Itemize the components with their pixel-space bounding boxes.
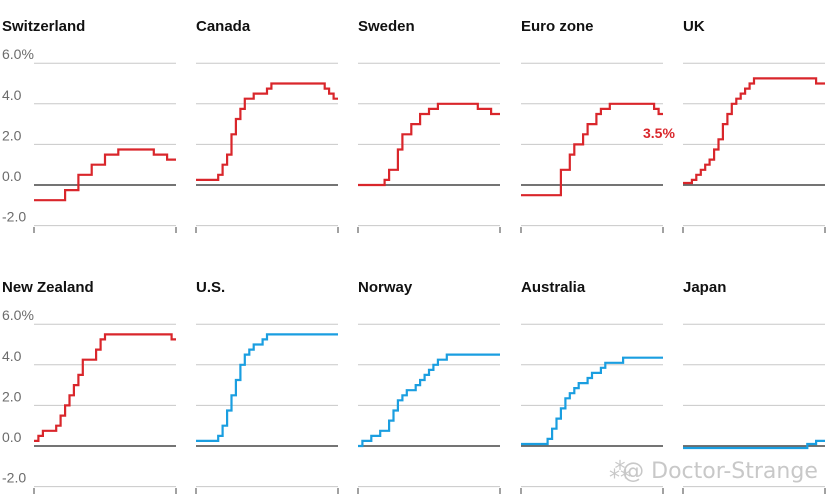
series-line-canada xyxy=(196,82,338,181)
panel-norway: Norway xyxy=(357,279,501,494)
series-line-uk xyxy=(683,77,825,185)
y-tick-label: 2.0 xyxy=(2,127,22,143)
y-tick-label: 0.0 xyxy=(2,429,22,445)
y-tick-label: 4.0 xyxy=(2,87,22,103)
panel-switzerland: Switzerland -2.0 0.0 2.0 4.0 6.0% xyxy=(2,18,177,233)
panels-layer: Switzerland -2.0 0.0 2.0 4.0 6.0% Canada Sweden… xyxy=(2,18,826,494)
series-line-japan xyxy=(683,439,825,450)
panel-new-zealand: New Zealand -2.0 0.0 2.0 4.0 6.0% xyxy=(2,279,177,494)
y-tick-label: 4.0 xyxy=(2,348,22,364)
y-tick-label: 6.0% xyxy=(2,307,34,323)
panel-title: Norway xyxy=(358,279,413,296)
watermark-logo-icon: ⁂ xyxy=(609,459,631,484)
panel-canada: Canada xyxy=(195,18,339,233)
panel-title: U.S. xyxy=(196,279,225,296)
series-line-norway xyxy=(358,353,500,448)
panel-title: Japan xyxy=(683,279,726,296)
panel-title: UK xyxy=(683,18,705,35)
y-tick-label: 6.0% xyxy=(2,46,34,62)
series-line-u-s xyxy=(196,333,338,442)
series-line-new-zealand xyxy=(34,333,176,442)
series-line-sweden xyxy=(358,102,500,187)
y-tick-label: -2.0 xyxy=(2,209,26,225)
series-line-euro-zone xyxy=(521,102,663,197)
panel-euro-zone: Euro zone 3.5% xyxy=(520,18,675,233)
y-tick-label: 2.0 xyxy=(2,388,22,404)
watermark-text: @ Doctor-Strange xyxy=(622,459,818,484)
series-line-switzerland xyxy=(34,148,176,202)
panel-title: Sweden xyxy=(358,18,415,35)
y-tick-label: 0.0 xyxy=(2,168,22,184)
panel-australia: Australia xyxy=(520,279,664,494)
panel-u-s: U.S. xyxy=(195,279,339,494)
annotation-label: 3.5% xyxy=(643,125,675,141)
panel-title: Switzerland xyxy=(2,18,85,35)
panel-japan: Japan xyxy=(682,279,826,494)
panel-title: Australia xyxy=(521,279,586,296)
panel-title: Canada xyxy=(196,18,251,35)
panel-title: Euro zone xyxy=(521,18,594,35)
panel-uk: UK xyxy=(682,18,826,233)
y-tick-label: -2.0 xyxy=(2,470,26,486)
watermark: ⁂ @ Doctor-Strange xyxy=(609,459,818,484)
panel-title: New Zealand xyxy=(2,279,94,296)
panel-sweden: Sweden xyxy=(357,18,501,233)
series-line-australia xyxy=(521,356,663,446)
